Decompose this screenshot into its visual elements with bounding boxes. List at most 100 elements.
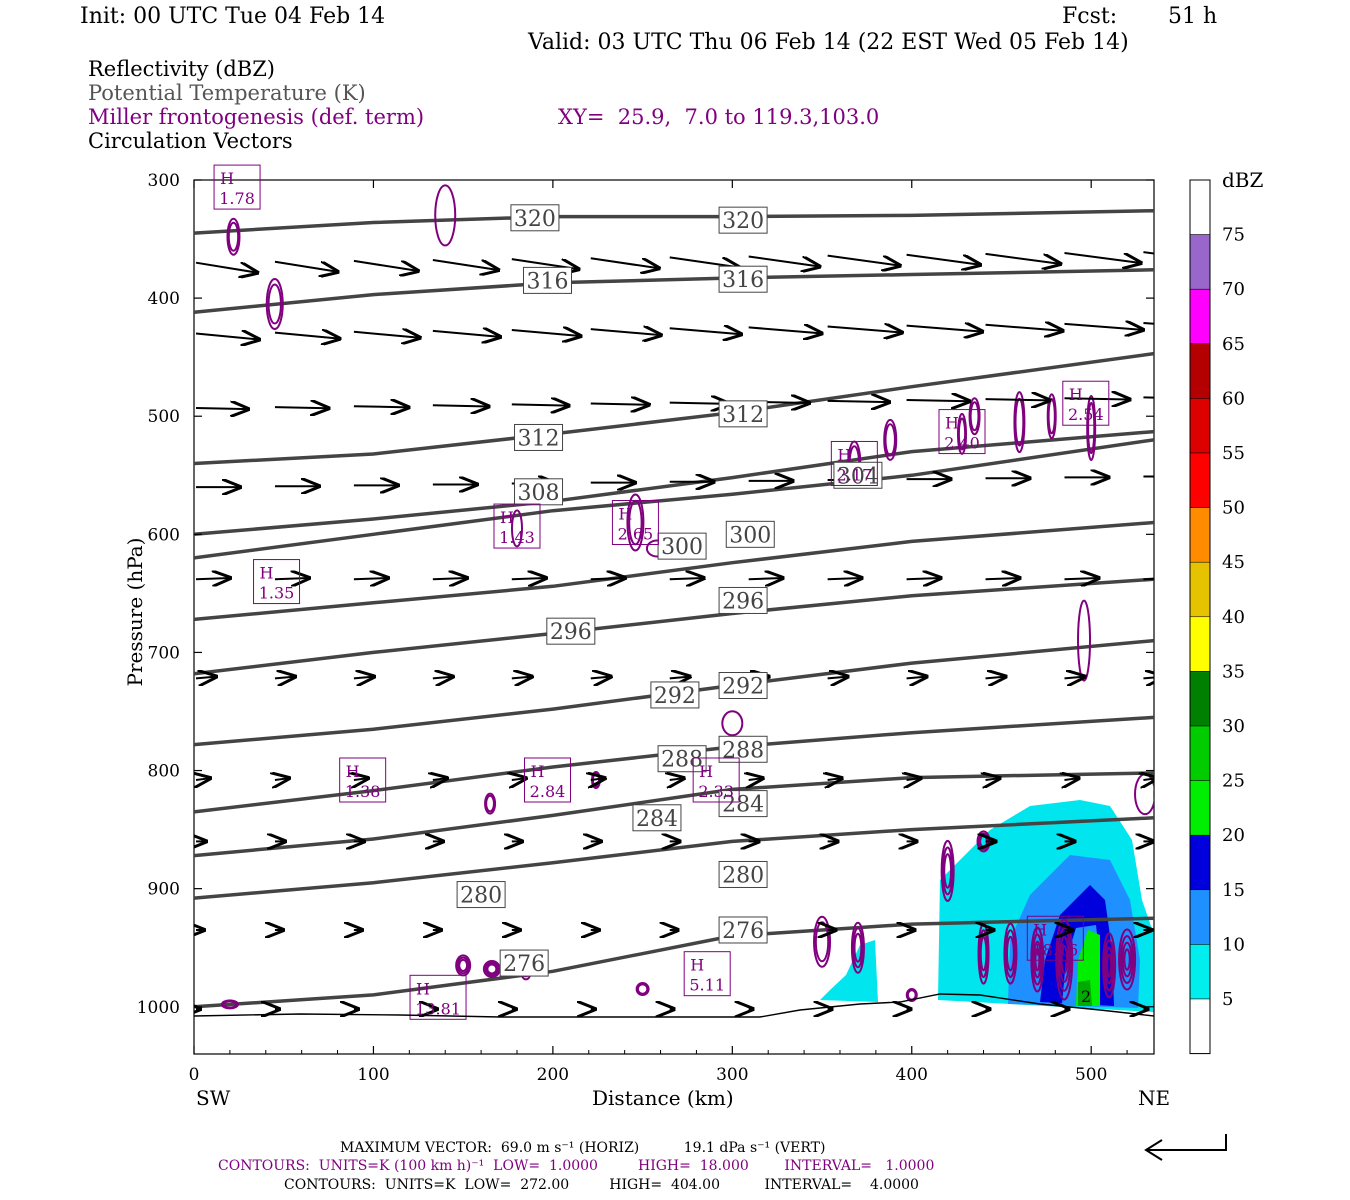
- circulation-vector: [274, 260, 338, 272]
- colorbar-segment: [1189, 179, 1211, 235]
- circulation-vector: [195, 578, 230, 579]
- frontogenesis-contour: [267, 283, 282, 325]
- frontogenesis-contour: [1034, 947, 1041, 972]
- theta-label-box: [718, 265, 768, 293]
- theta-contour-284: [194, 771, 1154, 858]
- theta-label: 288: [722, 738, 764, 763]
- legend-reflectivity: Reflectivity (dBZ): [88, 57, 276, 81]
- colorbar-label: 65: [1222, 334, 1245, 355]
- circulation-vector: [906, 578, 941, 579]
- circulation-vector: [670, 778, 684, 780]
- theta-contour-320: [194, 208, 1154, 235]
- frontogenesis-high-marker: H: [500, 508, 514, 527]
- circulation-vector: [827, 578, 862, 579]
- circulation-vector: [1143, 577, 1154, 581]
- circulation-vector: [432, 677, 453, 679]
- forecast-hour: 51 h: [1168, 4, 1218, 29]
- circulation-vector: [590, 257, 659, 268]
- frontogenesis-high-marker: H: [699, 762, 713, 781]
- circulation-vector: [827, 677, 848, 679]
- colorbar-label: 75: [1222, 225, 1245, 246]
- frontogenesis-high-marker: H: [618, 505, 632, 524]
- theta-label-box: [657, 532, 707, 560]
- frontogenesis-contour: [1106, 953, 1113, 978]
- theta-contour-308: [194, 429, 1154, 537]
- frontogenesis-contour: [906, 989, 917, 1001]
- colorbar-segment: [1189, 834, 1211, 891]
- circulation-vector: [1143, 321, 1154, 325]
- circulation-vector: [1064, 578, 1098, 579]
- theta-contour-300: [194, 520, 1154, 622]
- frontogenesis-contour: [721, 710, 744, 737]
- frontogenesis-contour: [486, 963, 498, 975]
- circulation-vector: [1064, 324, 1142, 330]
- theta-contour-312: [194, 351, 1154, 466]
- frontogenesis-contour: [1118, 928, 1137, 991]
- circulation-vector: [669, 328, 741, 334]
- colorbar-label: 5: [1222, 989, 1233, 1010]
- frontogenesis-high-box: [692, 757, 740, 803]
- frontogenesis-high-box: [938, 409, 986, 455]
- theta-contour-296: [194, 577, 1154, 676]
- circulation-vector: [591, 778, 605, 780]
- theta-contour-304: [194, 438, 1154, 560]
- circulation-vector: [195, 261, 257, 273]
- frontogenesis-high-marker: H: [346, 762, 360, 781]
- circulation-vector: [274, 333, 339, 339]
- frontogenesis-high-value: 18.16: [1032, 940, 1078, 959]
- circulation-vector: [1143, 677, 1154, 679]
- theta-label: 320: [514, 207, 556, 232]
- theta-contour-292: [194, 638, 1154, 747]
- frontogenesis-contour: [1119, 935, 1135, 984]
- frontogenesis-contour: [1077, 599, 1092, 682]
- circulation-vector: [749, 778, 763, 780]
- y-tick-label: 700: [148, 643, 180, 663]
- circulation-vector: [195, 677, 216, 679]
- frontogenesis-high-box: [1026, 915, 1084, 961]
- frontogenesis-contour: [1013, 391, 1026, 454]
- circulation-vector: [353, 406, 409, 407]
- circulation-vector: [511, 578, 546, 579]
- theta-label-box: [456, 881, 506, 909]
- frontogenesis-contour: [626, 493, 645, 552]
- y-tick-label: 800: [148, 762, 180, 782]
- circulation-vector: [590, 677, 611, 679]
- frontogenesis-contour: [226, 217, 241, 256]
- colorbar-segment: [1189, 889, 1211, 945]
- colorbar-label: 30: [1222, 716, 1245, 737]
- frontogenesis-contour: [456, 956, 470, 975]
- plot-frame: [193, 179, 1155, 1055]
- theta-label: 284: [722, 793, 764, 818]
- theta-label-box: [718, 206, 768, 234]
- circulation-vector: [590, 404, 649, 405]
- theta-contour-info: CONTOURS: UNITS=K LOW= 272.00 HIGH= 404.…: [284, 1177, 919, 1193]
- x-axis-right-label: NE: [1138, 1086, 1171, 1110]
- theta-label-box: [718, 916, 768, 944]
- circulation-vector: [1064, 677, 1084, 679]
- frontogenesis-contour: [458, 958, 469, 973]
- y-tick-label: 1000: [137, 998, 180, 1018]
- frontogenesis-contour: [884, 423, 896, 457]
- circulation-vector: [354, 778, 368, 780]
- reference-vector-arrow: [1148, 1134, 1227, 1151]
- svg-text:2: 2: [1081, 987, 1091, 1006]
- theta-label: 296: [722, 589, 764, 614]
- circulation-vector: [986, 778, 1000, 780]
- frontogenesis-high-marker: H: [1069, 385, 1083, 404]
- frontogenesis-contour: [434, 184, 457, 247]
- frontogenesis-high-marker: H: [416, 979, 430, 998]
- theta-label: 316: [526, 269, 568, 294]
- theta-contour-316: [194, 268, 1154, 315]
- colorbar-label: 10: [1222, 934, 1245, 955]
- theta-label-box: [718, 400, 768, 428]
- frontogenesis-high-box: [830, 440, 878, 486]
- circulation-vector: [274, 407, 328, 408]
- theta-label: 312: [722, 403, 764, 428]
- frontogenesis-high-marker: H: [837, 445, 851, 464]
- circulation-vector: [275, 778, 289, 780]
- frontogenesis-contour: [1123, 948, 1131, 971]
- frontogenesis-contour: [943, 853, 953, 889]
- frontogenesis-contour: [485, 794, 495, 813]
- circulation-vector: [1064, 398, 1129, 399]
- theta-label-box: [632, 804, 682, 832]
